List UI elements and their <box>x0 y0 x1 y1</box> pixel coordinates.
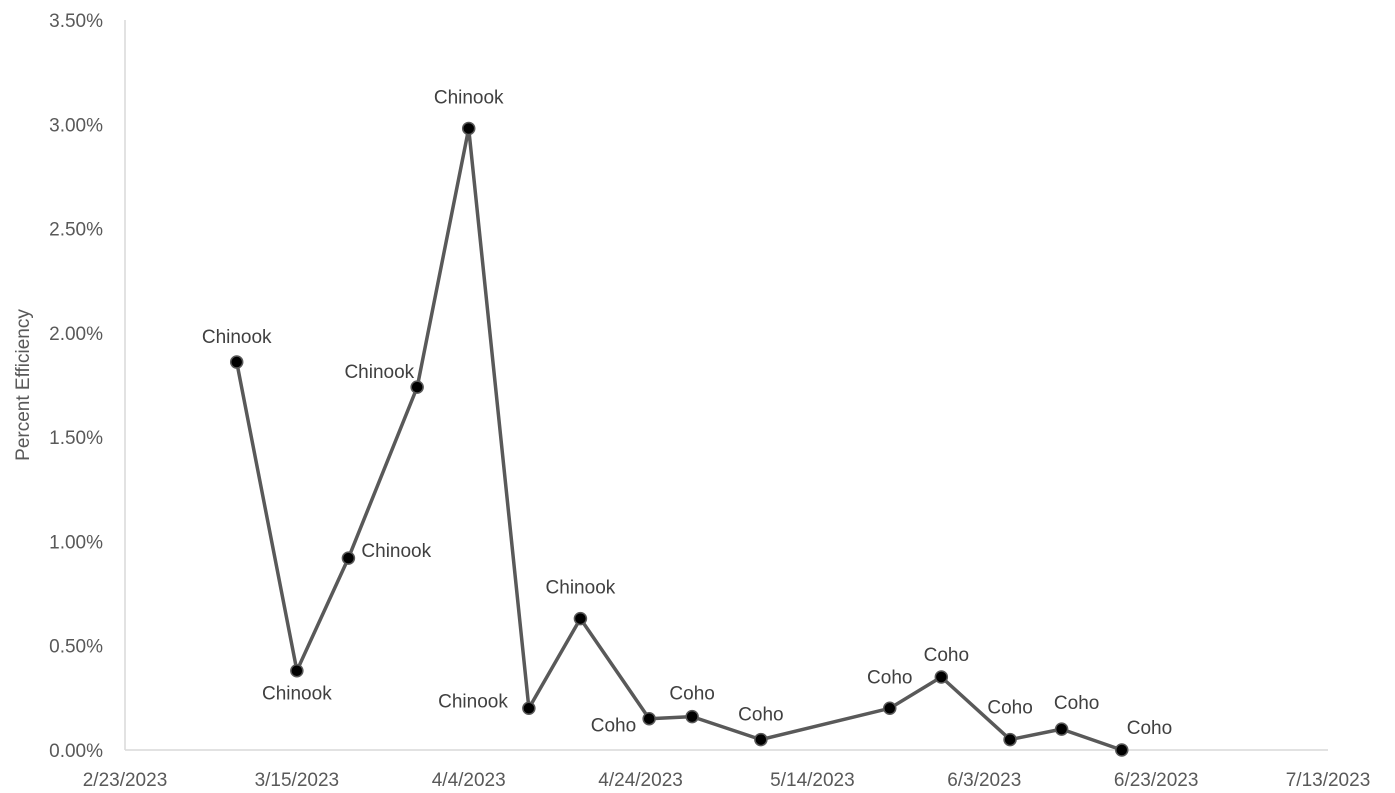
y-tick-labels: 0.00% 0.50% 1.00% 1.50% 2.00% 2.50% 3.00% 3.50% <box>49 11 103 762</box>
y-tick-label: 0.50% <box>49 637 103 658</box>
x-tick-label: 7/13/2023 <box>1286 770 1371 791</box>
x-tick-label: 2/23/2023 <box>83 770 168 791</box>
y-tick-label: 2.00% <box>49 324 103 345</box>
x-tick-label: 6/23/2023 <box>1114 770 1199 791</box>
series-line <box>234 126 1123 752</box>
data-point-marker <box>410 380 424 394</box>
x-tick-label: 4/24/2023 <box>598 770 683 791</box>
data-point-marker <box>522 701 536 716</box>
data-point-marker <box>290 663 304 678</box>
data-label: Chinook <box>438 691 508 712</box>
y-tick-label: 2.50% <box>49 220 103 241</box>
data-label: Coho <box>924 645 969 666</box>
data-point-marker <box>1115 743 1129 757</box>
data-labels: Chinook Chinook Chinook Chinook Chinook Chino… <box>202 87 1172 739</box>
data-label: Coho <box>867 667 912 688</box>
x-tick-label: 6/3/2023 <box>947 770 1021 791</box>
data-label: Coho <box>738 705 783 726</box>
data-point-marker <box>573 611 588 626</box>
data-point-marker <box>642 711 656 726</box>
data-point-marker <box>1003 732 1017 747</box>
data-label: Coho <box>987 698 1032 719</box>
y-tick-label: 0.00% <box>49 741 103 762</box>
x-tick-label: 3/15/2023 <box>255 770 340 791</box>
y-axis-label: Percent Efficiency <box>13 309 34 461</box>
y-tick-label: 1.00% <box>49 532 103 553</box>
data-point-marker <box>685 709 699 724</box>
x-tick-labels: 2/23/2023 3/15/2023 4/4/2023 4/24/2023 5/14/… <box>83 770 1371 791</box>
data-point-marker <box>341 551 356 565</box>
data-label: Chinook <box>202 327 272 348</box>
y-tick-label: 3.00% <box>49 115 103 136</box>
data-label: Coho <box>1054 693 1099 714</box>
y-tick-label: 1.50% <box>49 428 103 449</box>
data-point-marker <box>754 732 768 747</box>
y-tick-label: 3.50% <box>49 11 103 32</box>
data-point-marker <box>461 121 476 136</box>
data-label: Coho <box>1127 718 1172 739</box>
data-point-marker <box>934 670 949 684</box>
x-tick-label: 5/14/2023 <box>770 770 855 791</box>
data-point-marker <box>883 701 897 716</box>
data-label: Coho <box>591 716 636 737</box>
x-tick-label: 4/4/2023 <box>432 770 506 791</box>
data-label: Chinook <box>262 684 332 705</box>
data-label: Chinook <box>434 87 504 108</box>
data-label: Chinook <box>361 541 431 562</box>
series-markers <box>229 121 1129 757</box>
data-point-marker <box>229 355 244 369</box>
data-point-marker <box>1054 722 1069 736</box>
data-label: Coho <box>669 684 714 705</box>
data-label: Chinook <box>546 578 616 599</box>
data-label: Chinook <box>344 362 414 383</box>
